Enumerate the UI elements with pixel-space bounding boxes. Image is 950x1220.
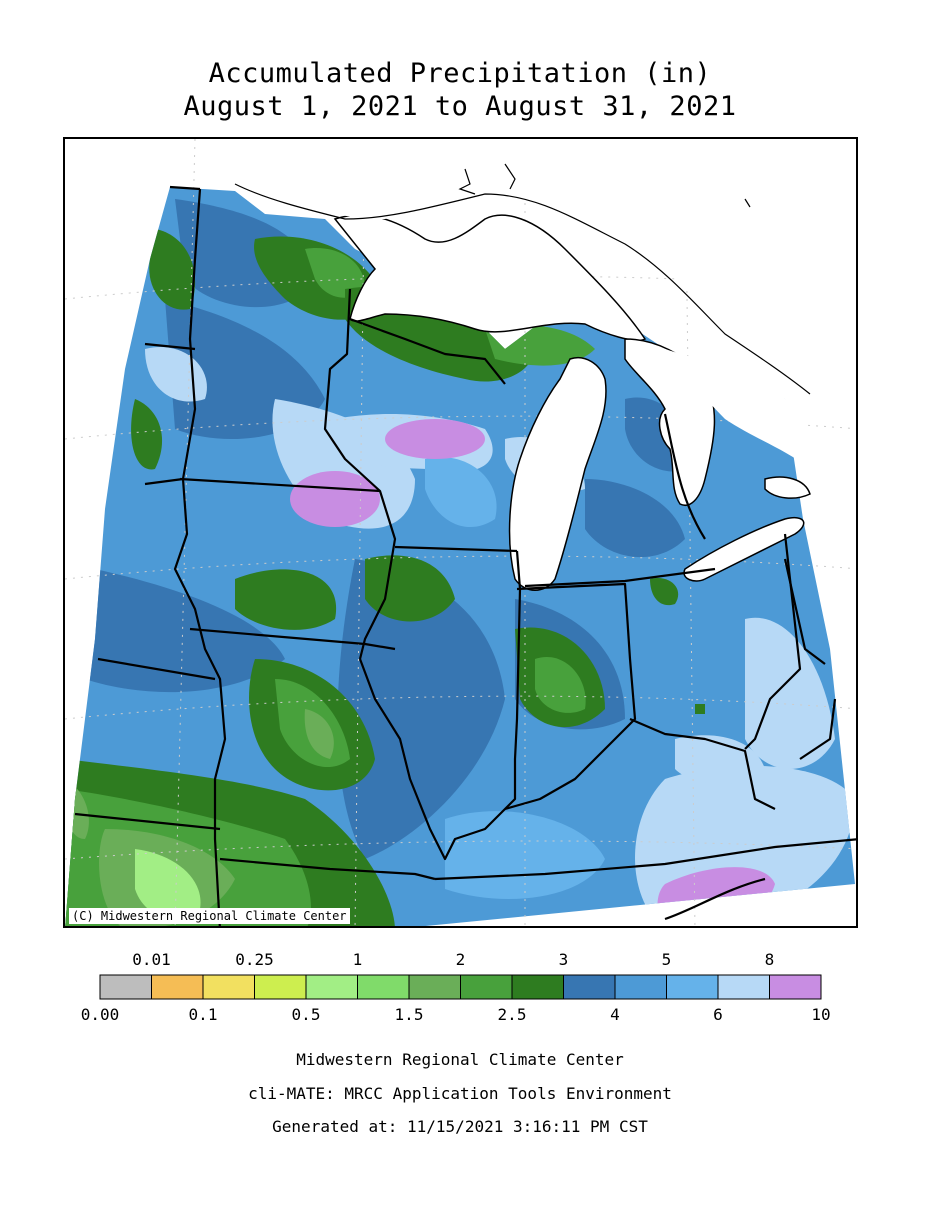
legend-swatch — [511, 974, 564, 1000]
legend-upper-label: 5 — [661, 950, 672, 969]
legend-upper-label: 8 — [764, 950, 775, 969]
legend-swatch — [254, 974, 307, 1000]
great-lakes — [333, 214, 811, 591]
legend-lower-label: 6 — [713, 1005, 723, 1024]
canada-region — [235, 139, 856, 469]
coastlines — [234, 163, 811, 395]
map-subtitle: August 1, 2021 to August 31, 2021 — [183, 91, 737, 122]
legend-swatches — [99, 974, 822, 1000]
legend-lower-label: 0.1 — [188, 1005, 218, 1024]
legend-swatch — [614, 974, 667, 1000]
map-title: Accumulated Precipitation (in) — [208, 58, 712, 89]
copyright-label: (C) Midwestern Regional Climate Center — [69, 908, 350, 924]
legend-lower-label: 1.5 — [394, 1005, 424, 1024]
color-legend: 0.01 0.25 1 2 3 5 8 0.00 0.1 0.5 1.5 2.5 4 6 10 — [0, 945, 950, 1035]
legend-swatch — [666, 974, 719, 1000]
legend-lower-label: 0.00 — [80, 1005, 120, 1024]
graticule — [65, 139, 856, 926]
legend-lower-label: 4 — [610, 1005, 620, 1024]
legend-upper-label: 0.25 — [235, 950, 274, 969]
legend-lower-label: 10 — [811, 1005, 831, 1024]
legend-upper-label: 2 — [455, 950, 466, 969]
legend-swatch — [408, 974, 461, 1000]
legend-lower-label: 2.5 — [497, 1005, 527, 1024]
legend-swatch — [305, 974, 358, 1000]
legend-upper-label: 0.01 — [132, 950, 171, 969]
legend-swatch — [99, 974, 152, 1000]
legend-swatch — [769, 974, 822, 1000]
legend-swatch — [357, 974, 410, 1000]
legend-swatch — [151, 974, 204, 1000]
legend-swatch — [563, 974, 616, 1000]
precipitation-map: (C) Midwestern Regional Climate Center — [63, 137, 858, 928]
legend-swatch — [717, 974, 770, 1000]
footer-organization: Midwestern Regional Climate Center — [296, 1050, 624, 1069]
map-graphic — [65, 139, 856, 926]
legend-lower-label: 0.5 — [291, 1005, 321, 1024]
legend-upper-label: 1 — [352, 950, 363, 969]
footer-generated: Generated at: 11/15/2021 3:16:11 PM CST — [272, 1117, 648, 1136]
state-borders — [74, 185, 856, 926]
legend-upper-label: 3 — [558, 950, 569, 969]
legend-swatch — [202, 974, 255, 1000]
legend-swatch — [460, 974, 513, 1000]
footer-tool: cli-MATE: MRCC Application Tools Environ… — [248, 1084, 672, 1103]
